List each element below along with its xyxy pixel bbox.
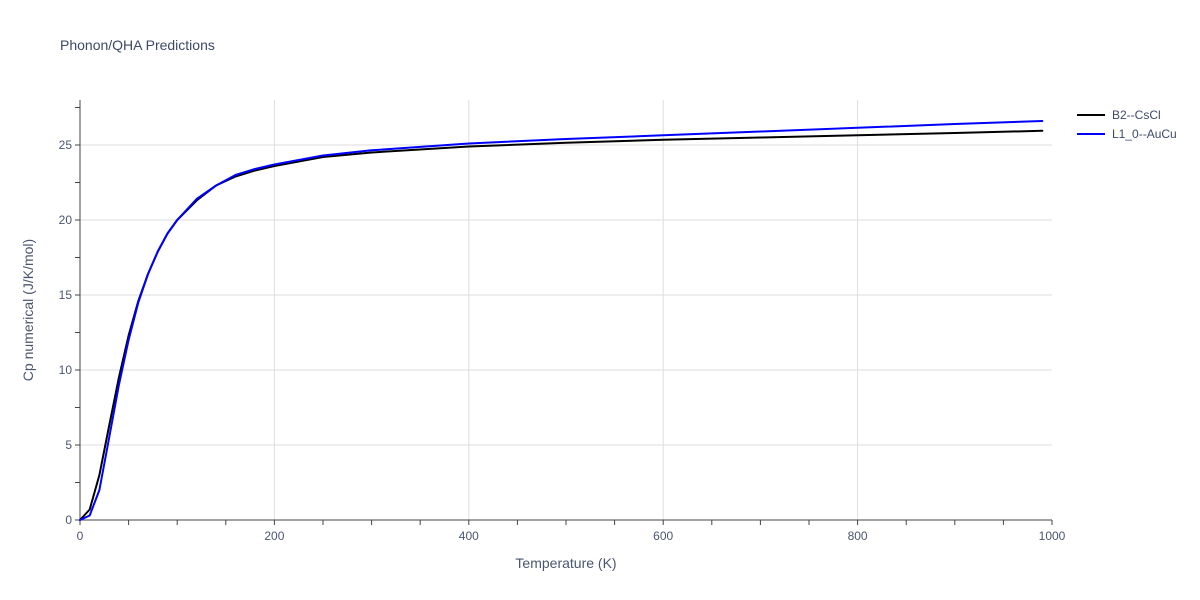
legend-label: L1_0--AuCu — [1112, 127, 1177, 141]
x-tick-label: 400 — [459, 529, 479, 543]
y-tick-label: 10 — [59, 363, 73, 377]
x-axis-ticks: 0 200 400 600 800 1000 — [77, 520, 1066, 543]
series-line-1 — [79, 120, 1044, 521]
x-tick-label: 600 — [653, 529, 673, 543]
x-tick-label: 800 — [848, 529, 868, 543]
series-lines — [79, 120, 1044, 521]
y-axis-ticks: 0 5 10 15 20 25 — [59, 107, 80, 527]
grid-lines — [80, 100, 1052, 520]
y-tick-label: 20 — [59, 213, 73, 227]
legend-label: B2--CsCl — [1112, 108, 1161, 122]
y-tick-label: 15 — [59, 288, 73, 302]
x-tick-label: 0 — [77, 529, 84, 543]
y-tick-label: 25 — [59, 138, 73, 152]
legend-item[interactable]: L1_0--AuCu — [1077, 127, 1177, 141]
chart-title: Phonon/QHA Predictions — [60, 37, 215, 53]
y-tick-label: 0 — [65, 513, 72, 527]
legend[interactable]: B2--CsCl L1_0--AuCu — [1077, 108, 1177, 141]
y-tick-label: 5 — [65, 438, 72, 452]
legend-item[interactable]: B2--CsCl — [1077, 108, 1161, 122]
x-tick-label: 200 — [264, 529, 284, 543]
y-axis-title: Cp numerical (J/K/mol) — [20, 239, 36, 381]
x-tick-label: 1000 — [1039, 529, 1066, 543]
x-axis-title: Temperature (K) — [515, 555, 616, 571]
